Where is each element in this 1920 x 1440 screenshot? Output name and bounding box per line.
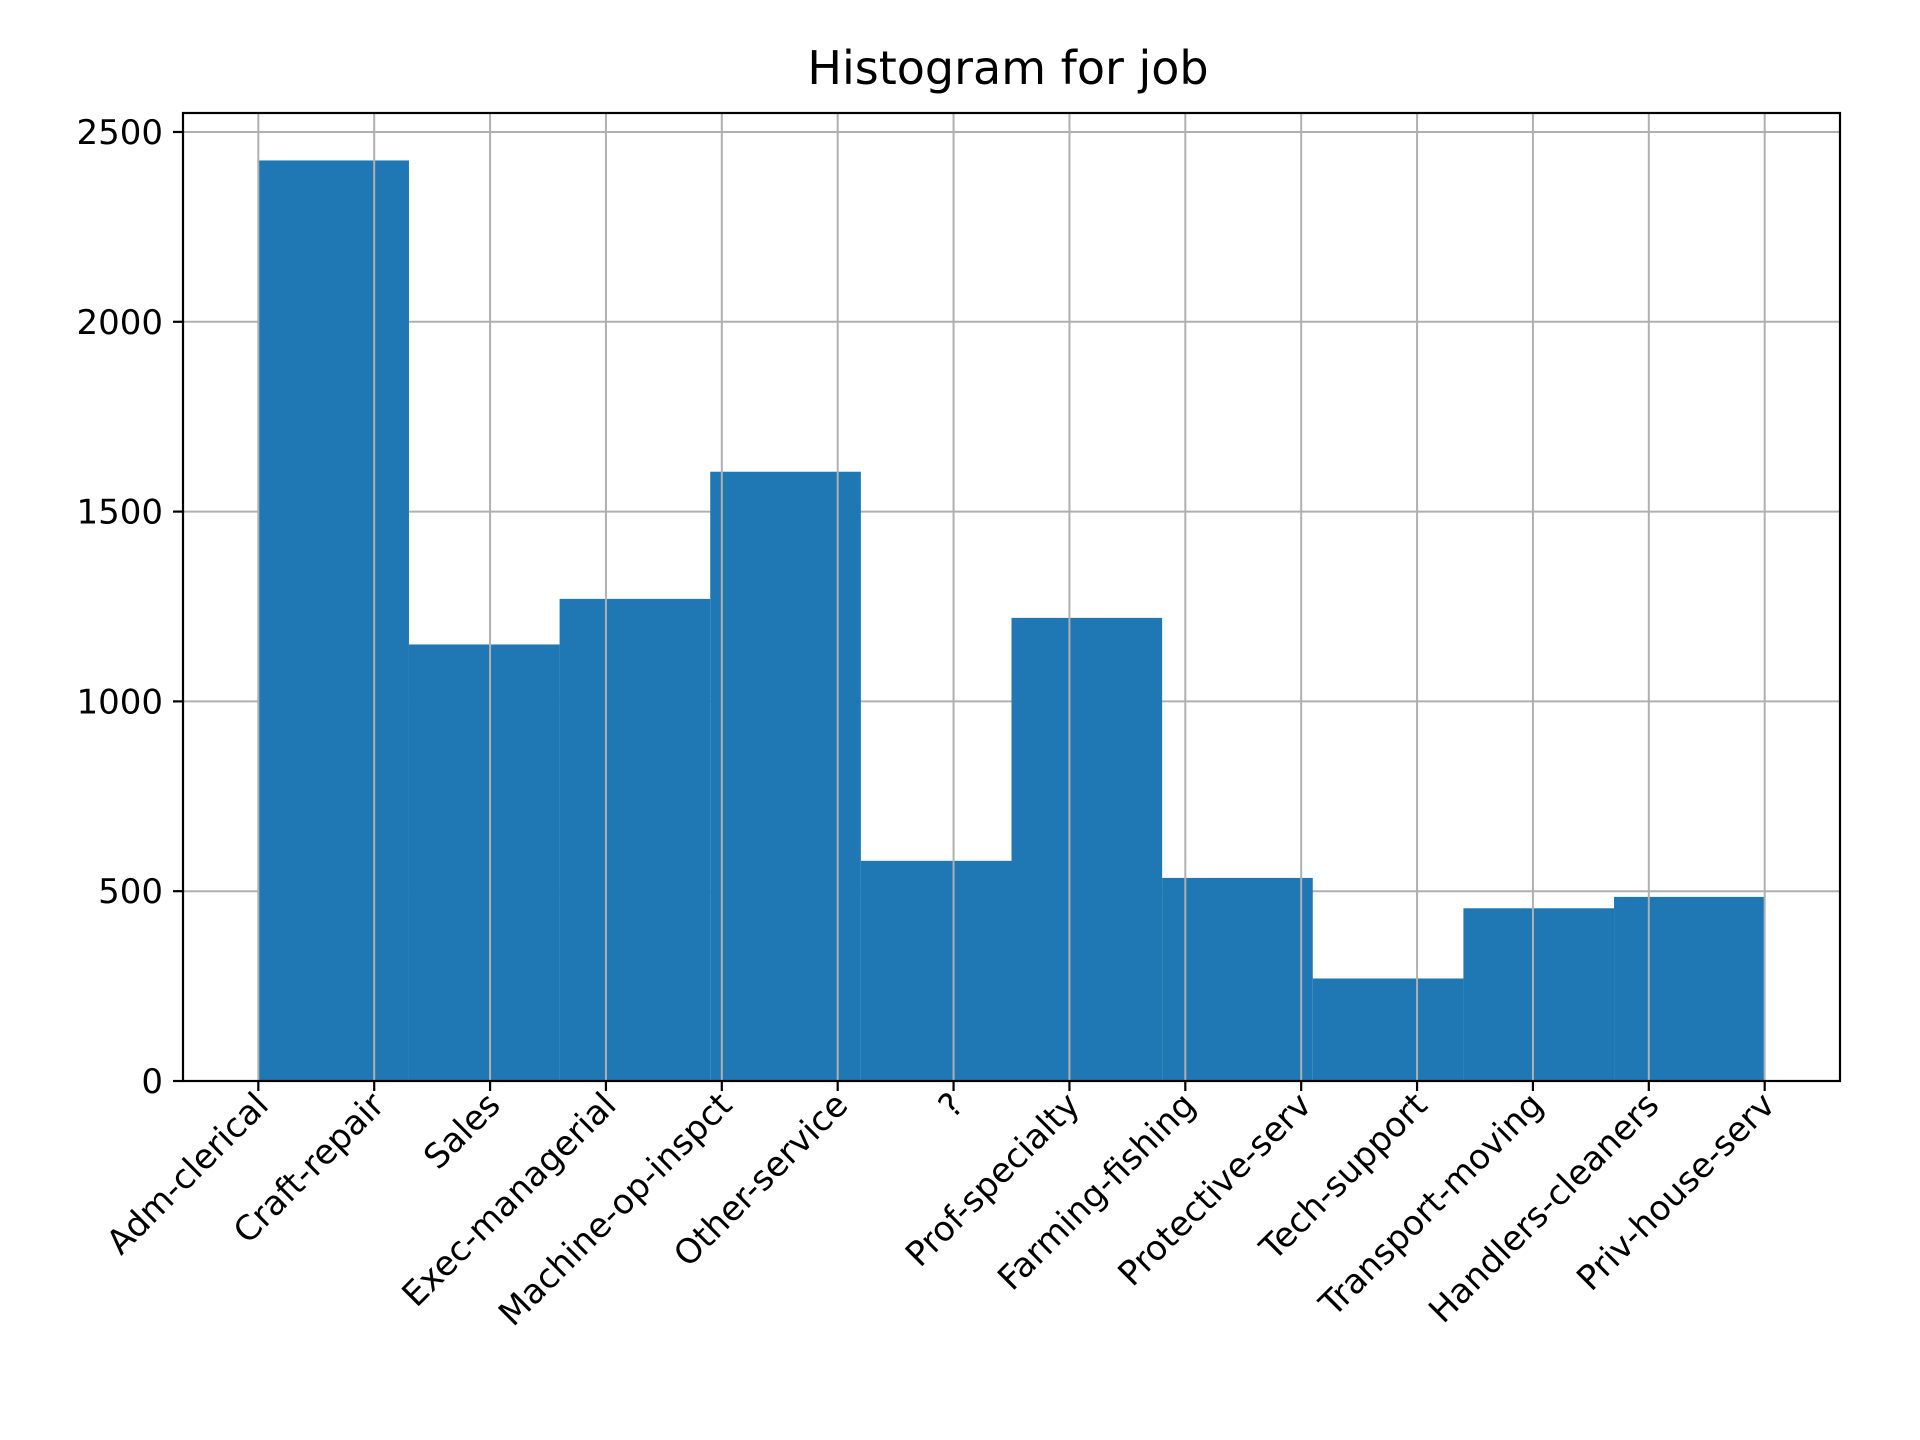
bars [258,160,1765,1082]
histogram-bar [559,598,711,1081]
grid-overlay [257,113,1766,1081]
x-tick-label: Handlers-cleaners [1421,1085,1667,1331]
y-tick-label: 1000 [76,682,163,722]
y-tick-label: 500 [98,872,163,912]
x-tick-label: Exec-managerial [395,1085,625,1315]
x-tick-label: Farming-fishing [990,1085,1203,1298]
axes-frame [181,111,1842,1083]
histogram-bar [258,160,409,1081]
histogram-bar [710,471,861,1082]
x-tick-label: Sales [416,1085,508,1177]
histogram-bar [1614,896,1765,1081]
histogram-bar [1011,617,1163,1081]
histogram-bar [408,644,560,1081]
y-axis: 0 500 1000 1500 2000 2500 [76,113,183,1102]
x-tick-label: Priv-house-serv [1569,1085,1783,1299]
chart-title: Histogram for job [807,41,1208,95]
y-tick-label: 1500 [76,493,163,533]
y-tick-label: 2500 [76,113,163,153]
histogram-bar [1463,908,1615,1081]
x-tick-label: Protective-serv [1110,1085,1319,1294]
y-tick-label: 0 [141,1062,163,1102]
y-tick-label: 2000 [76,303,163,343]
histogram-bar [1312,978,1464,1081]
histogram-bar [860,860,1012,1081]
histogram-bar [1162,877,1313,1081]
x-tick-label: ? [931,1085,972,1126]
x-tick-label: Transport-moving [1311,1085,1551,1325]
